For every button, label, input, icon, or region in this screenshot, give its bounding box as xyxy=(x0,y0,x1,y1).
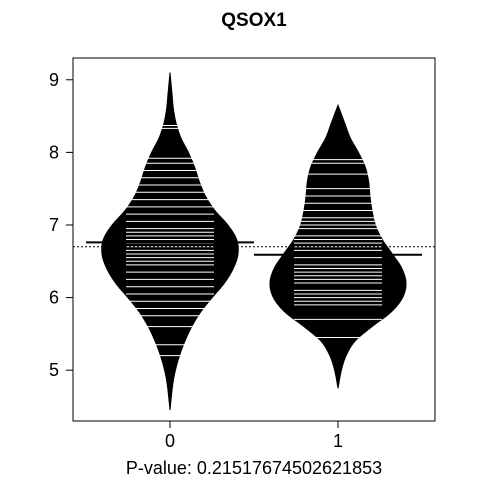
y-tick-label: 8 xyxy=(49,142,59,162)
chart-title: QSOX1 xyxy=(221,10,287,31)
x-tick-label: 0 xyxy=(165,431,175,451)
y-tick-label: 7 xyxy=(49,215,59,235)
beans-layer xyxy=(86,72,422,411)
y-tick-label: 5 xyxy=(49,360,59,380)
bean-shape xyxy=(101,72,239,411)
x-axis-label: P-value: 0.21517674502621853 xyxy=(126,458,382,478)
plot-frame xyxy=(72,57,436,422)
bean-group-0 xyxy=(86,72,254,411)
y-axis: 5 6 7 8 9 xyxy=(49,70,73,380)
y-tick-label: 6 xyxy=(49,288,59,308)
y-tick-label: 9 xyxy=(49,70,59,90)
x-tick-label: 1 xyxy=(333,431,343,451)
